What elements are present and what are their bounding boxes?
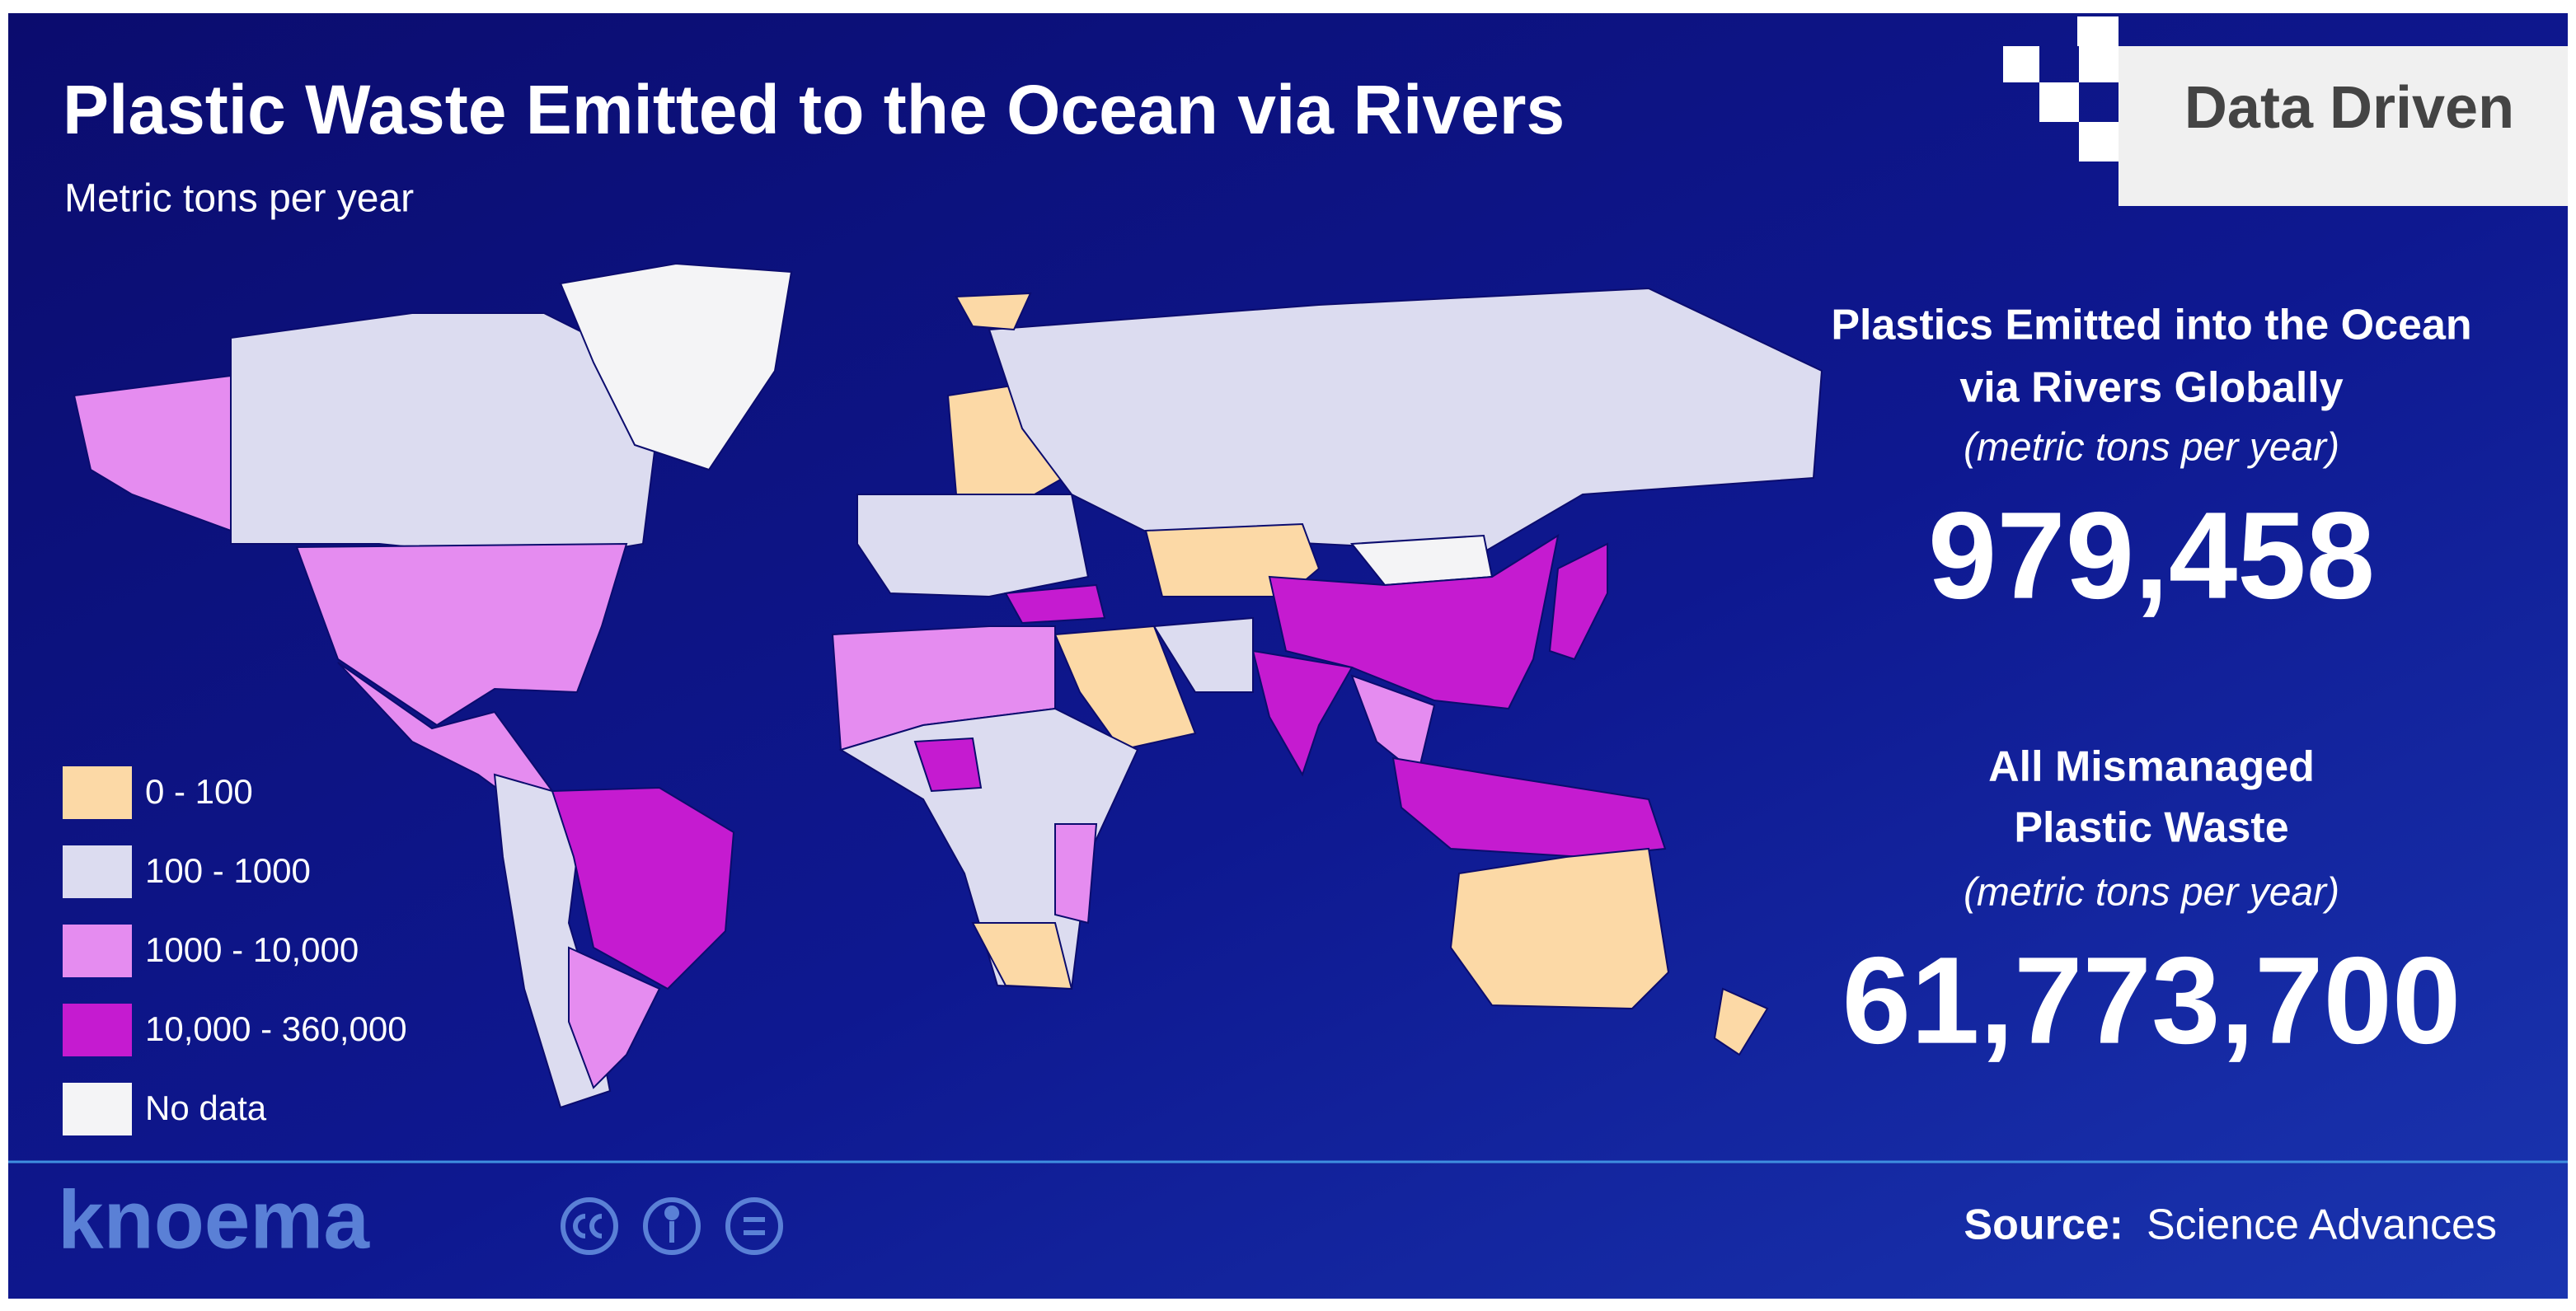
stat-heading: All Mismanaged	[1988, 743, 2315, 791]
country	[1152, 616, 1254, 693]
title: Plastic Waste Emitted to the Ocean via R…	[63, 71, 1565, 148]
country	[1053, 625, 1197, 751]
license-icon	[561, 1197, 618, 1255]
legend-swatch	[63, 1004, 132, 1056]
country	[838, 707, 1139, 990]
license-icon	[573, 1214, 603, 1238]
stat-heading: via Rivers Globally	[1959, 364, 2343, 412]
country	[559, 262, 793, 471]
legend-swatch	[63, 1083, 132, 1135]
country	[295, 542, 628, 727]
country	[1268, 533, 1560, 710]
country	[568, 946, 661, 1089]
stat-value: 61,773,700	[1842, 931, 2461, 1070]
country	[971, 922, 1073, 990]
legend-label: 10,000 - 360,000	[145, 1009, 407, 1048]
country	[1054, 823, 1098, 925]
stat-unit: (metric tons per year)	[1964, 871, 2339, 915]
legend-label: 1000 - 10,000	[145, 930, 359, 969]
stat-heading: Plastic Waste	[2014, 804, 2288, 852]
legend-swatch	[63, 845, 132, 898]
badge-box	[2119, 46, 2568, 206]
country	[1449, 847, 1670, 1010]
badge-square	[2077, 16, 2119, 46]
legend-label: 100 - 1000	[145, 851, 311, 890]
country	[1713, 987, 1769, 1056]
license-icon	[725, 1197, 783, 1255]
badge-square	[2003, 46, 2039, 82]
country	[230, 312, 661, 562]
world-map	[73, 262, 1823, 1109]
license-icon	[664, 1206, 679, 1220]
country	[913, 737, 983, 793]
brand: knoema	[58, 1173, 370, 1266]
country	[955, 292, 1032, 331]
legend: 0 - 100 100 - 1000 1000 - 10,000 10,000 - 3…	[63, 766, 407, 1135]
stat-heading: Plastics Emitted into the Ocean	[1831, 302, 2471, 349]
country	[1004, 583, 1106, 625]
subtitle: Metric tons per year	[64, 177, 414, 221]
badge-square	[2039, 82, 2079, 122]
legend-label: No data	[145, 1089, 267, 1127]
legend-swatch	[63, 766, 132, 819]
license-icon	[643, 1197, 701, 1255]
badge: Data Driven	[2003, 16, 2568, 206]
stat-unit: (metric tons per year)	[1964, 426, 2339, 470]
badge-square	[2079, 122, 2119, 162]
source: Science Advances	[2147, 1201, 2497, 1249]
legend-swatch	[63, 925, 132, 977]
country	[856, 494, 1090, 598]
country	[988, 287, 1823, 554]
stat-value: 979,458	[1928, 486, 2375, 625]
country	[1251, 649, 1354, 777]
stats: Plastics Emitted into the Ocean via River…	[1831, 302, 2471, 1070]
license-icons	[561, 1197, 783, 1255]
country	[73, 374, 232, 532]
legend-label: 0 - 100	[145, 772, 253, 811]
badge-text: Data Driven	[2184, 75, 2514, 141]
source-label: Source:	[1964, 1201, 2123, 1249]
country	[1548, 542, 1608, 661]
country	[551, 786, 735, 990]
badge-square	[2079, 46, 2119, 82]
